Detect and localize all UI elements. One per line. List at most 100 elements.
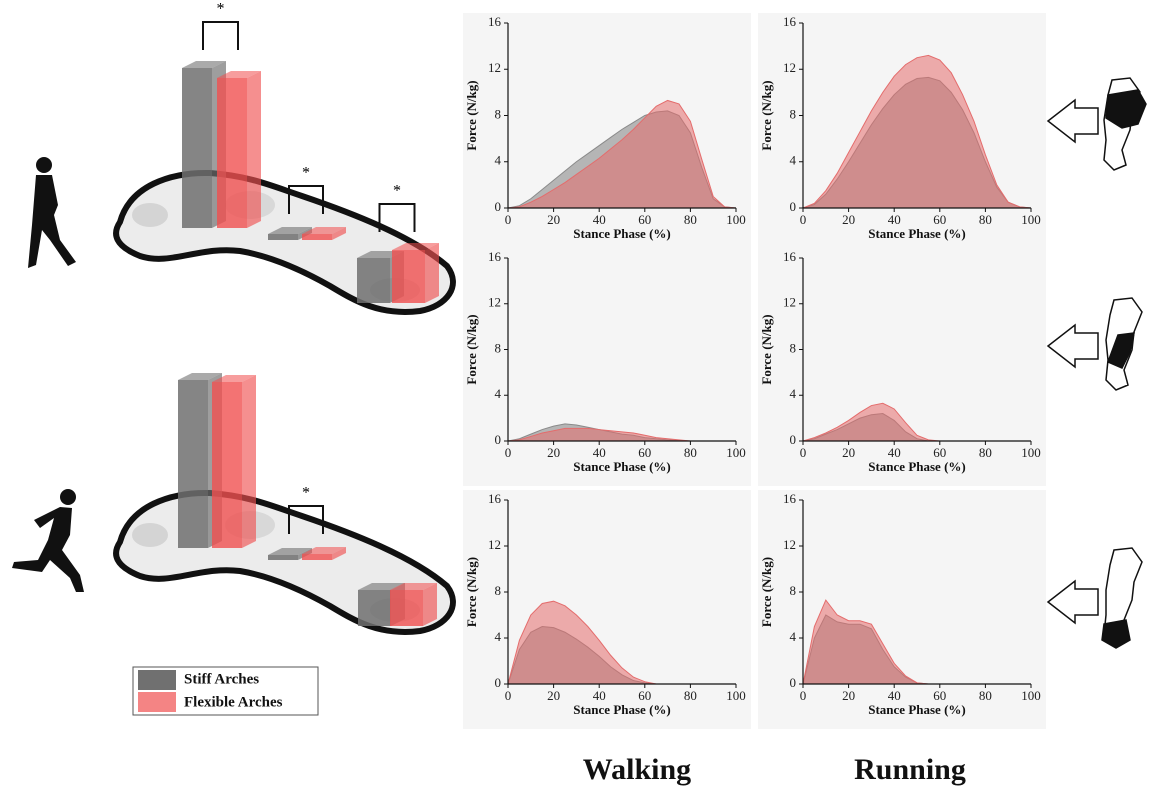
y-tick-label: 8 <box>790 106 797 121</box>
x-tick-label: 80 <box>979 445 992 460</box>
y-tick-label: 4 <box>790 386 797 401</box>
x-tick-label: 20 <box>547 445 560 460</box>
bar <box>390 590 423 626</box>
y-tick-label: 4 <box>790 153 797 168</box>
bar-top <box>217 71 261 78</box>
x-axis-label: Stance Phase (%) <box>868 226 966 241</box>
walker-silhouette <box>28 157 76 268</box>
x-tick-label: 20 <box>547 688 560 703</box>
x-tick-label: 100 <box>726 212 746 227</box>
significance-bracket <box>202 21 239 50</box>
panel: 0 4 8 12 16 0 20 40 60 80 100 Stance Phase (%) Force… <box>463 248 751 486</box>
x-tick-label: 20 <box>547 212 560 227</box>
bar-side <box>242 375 256 548</box>
x-tick-label: 60 <box>638 212 651 227</box>
bar <box>392 250 425 303</box>
x-tick-label: 60 <box>638 688 651 703</box>
bar <box>302 234 332 240</box>
x-tick-label: 80 <box>684 445 697 460</box>
panel-background <box>463 248 751 486</box>
y-tick-label: 16 <box>488 14 502 29</box>
y-tick-label: 12 <box>488 537 501 552</box>
x-tick-label: 40 <box>593 212 606 227</box>
y-tick-label: 0 <box>495 432 502 447</box>
bar <box>217 78 247 228</box>
bar-top <box>390 583 437 590</box>
bar-side <box>425 243 439 303</box>
bar-top <box>182 61 226 68</box>
force-area <box>507 99 737 209</box>
x-tick-label: 100 <box>726 688 746 703</box>
bar-top <box>392 243 439 250</box>
y-tick-label: 0 <box>495 199 502 214</box>
y-tick-label: 4 <box>495 153 502 168</box>
significance-bracket <box>288 185 324 214</box>
y-tick-label: 0 <box>495 675 502 690</box>
panel: 0 4 8 12 16 0 20 40 60 80 100 Stance Phase (%) Force… <box>463 13 751 253</box>
y-tick-label: 8 <box>495 583 502 598</box>
x-tick-label: 40 <box>888 688 901 703</box>
significance-marker: * <box>302 485 310 502</box>
bar <box>178 380 208 548</box>
x-tick-label: 60 <box>638 445 651 460</box>
x-tick-label: 0 <box>505 688 512 703</box>
significance-marker: * <box>393 183 401 200</box>
x-tick-label: 20 <box>842 212 855 227</box>
panel: 0 4 8 12 16 0 20 40 60 80 100 Stance Phase (%) Force… <box>463 490 751 729</box>
bar <box>212 382 242 548</box>
bar-top <box>268 548 312 555</box>
panel-background <box>463 490 751 729</box>
y-tick-label: 4 <box>495 386 502 401</box>
x-tick-label: 40 <box>593 688 606 703</box>
column-label: Running <box>854 753 966 786</box>
x-axis-label: Stance Phase (%) <box>573 702 671 717</box>
x-tick-label: 0 <box>505 212 512 227</box>
x-tick-label: 80 <box>979 688 992 703</box>
panel-background <box>463 13 751 253</box>
bar-top <box>212 375 256 382</box>
panel-background <box>758 490 1046 729</box>
significance-marker: * <box>217 1 225 18</box>
y-axis-label: Force (N/kg) <box>464 80 479 150</box>
x-axis-label: Stance Phase (%) <box>868 459 966 474</box>
x-tick-label: 0 <box>800 212 807 227</box>
y-tick-label: 4 <box>790 629 797 644</box>
y-tick-label: 8 <box>495 106 502 121</box>
y-tick-label: 16 <box>488 249 502 264</box>
y-axis-label: Force (N/kg) <box>464 314 479 384</box>
y-tick-label: 12 <box>488 60 501 75</box>
y-tick-label: 0 <box>790 199 797 214</box>
x-tick-label: 0 <box>800 688 807 703</box>
x-tick-label: 80 <box>684 688 697 703</box>
x-tick-label: 0 <box>505 445 512 460</box>
bar-top <box>268 227 312 234</box>
legend-label: Flexible Arches <box>184 694 283 710</box>
y-tick-label: 12 <box>783 60 796 75</box>
panel: 0 4 8 12 16 0 20 40 60 80 100 Stance Phase (%) Force… <box>758 248 1046 486</box>
x-tick-label: 40 <box>593 445 606 460</box>
y-axis-label: Force (N/kg) <box>759 80 774 150</box>
legend-label: Stiff Arches <box>184 671 259 687</box>
y-tick-label: 12 <box>783 295 796 310</box>
legend: Stiff Arches Flexible Arches <box>132 666 319 716</box>
panel: 0 4 8 12 16 0 20 40 60 80 100 Stance Phase (%) Force… <box>758 490 1046 729</box>
x-axis-label: Stance Phase (%) <box>573 226 671 241</box>
y-tick-label: 8 <box>790 340 797 355</box>
column-label: Walking <box>583 753 691 786</box>
x-tick-label: 80 <box>684 212 697 227</box>
bar-side <box>423 583 437 626</box>
significance-bracket <box>378 203 416 232</box>
x-tick-label: 60 <box>933 212 946 227</box>
bar-top <box>302 227 346 234</box>
y-tick-label: 12 <box>488 295 501 310</box>
bar-group: * <box>178 373 437 626</box>
force-area <box>802 54 1032 209</box>
y-tick-label: 4 <box>495 629 502 644</box>
x-tick-label: 60 <box>933 688 946 703</box>
bar <box>182 68 212 228</box>
x-tick-label: 100 <box>1021 445 1041 460</box>
y-tick-label: 16 <box>488 491 502 506</box>
x-tick-label: 100 <box>1021 212 1041 227</box>
legend-swatch <box>138 670 176 690</box>
